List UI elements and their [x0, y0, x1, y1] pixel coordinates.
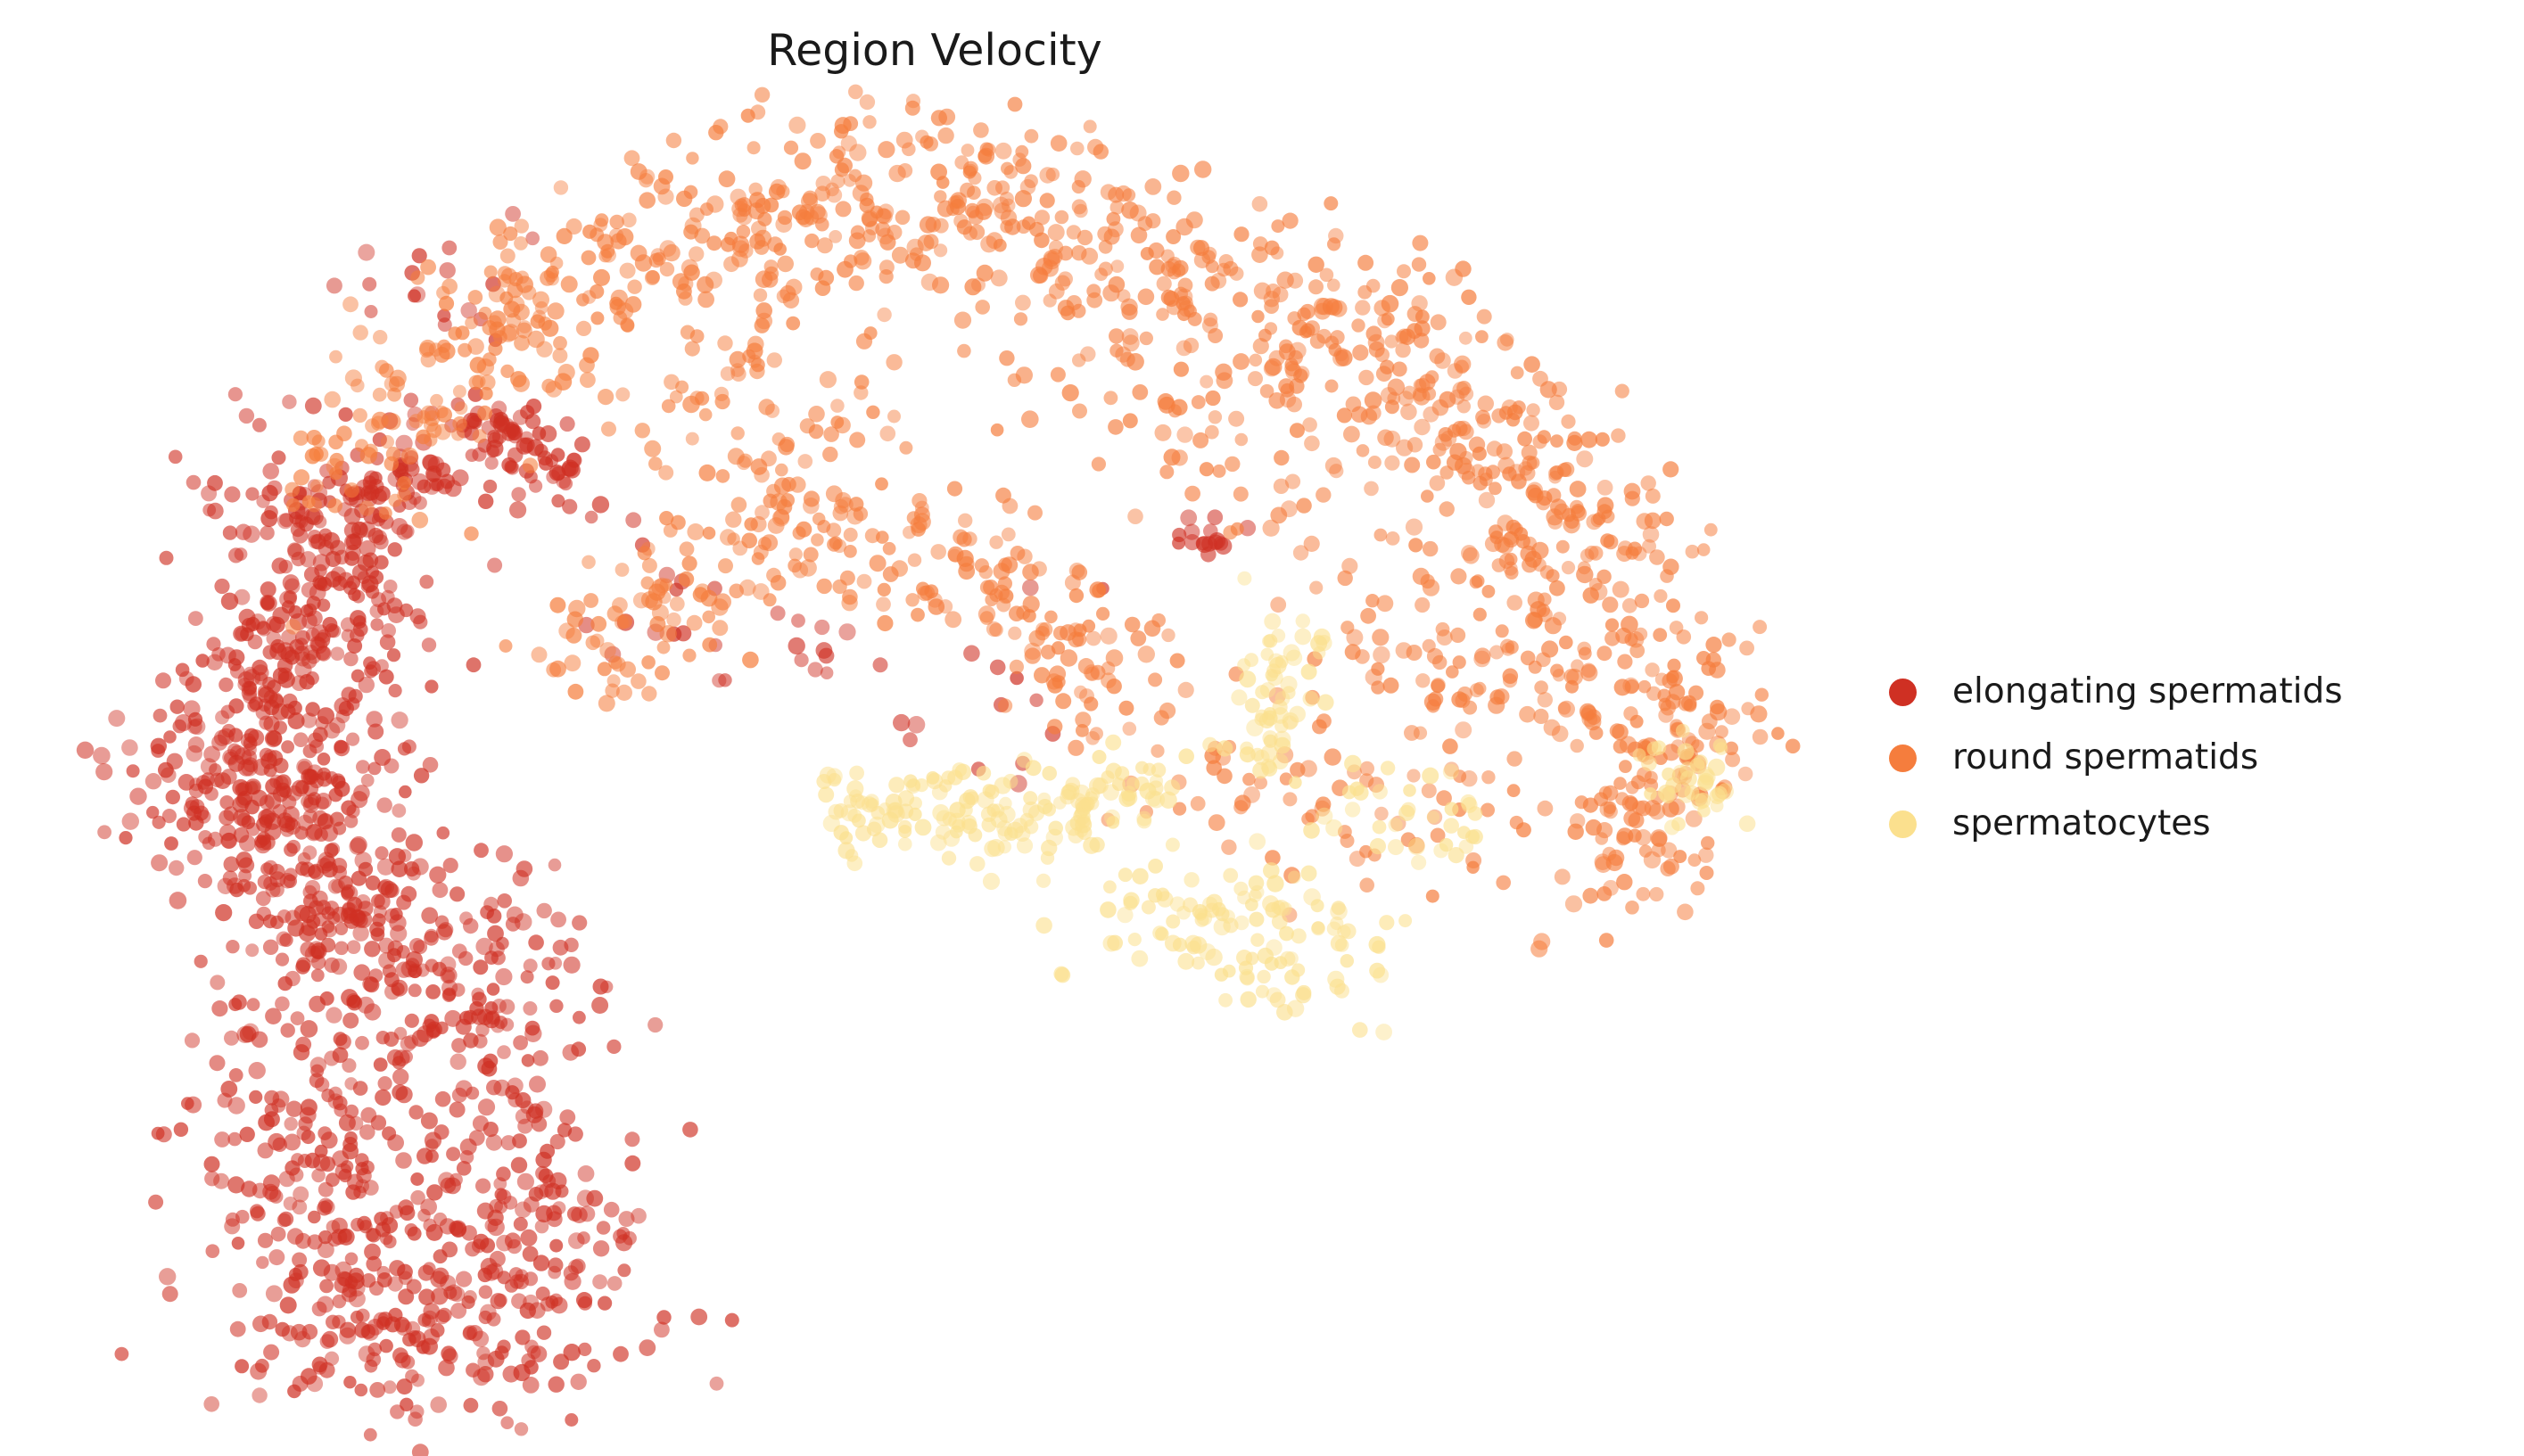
legend-swatch-icon [1889, 678, 1917, 706]
legend-label: elongating spermatids [1952, 671, 2343, 712]
legend-item: spermatocytes [1889, 802, 2343, 845]
legend-swatch-icon [1889, 810, 1917, 838]
legend-item: elongating spermatids [1889, 670, 2343, 713]
chart-title: Region Velocity [767, 25, 1102, 76]
legend: elongating spermatids round spermatids spe… [1889, 670, 2343, 845]
series-round-spermatids [285, 84, 1801, 958]
legend-item: round spermatids [1889, 736, 2343, 779]
legend-label: spermatocytes [1952, 803, 2211, 843]
legend-label: round spermatids [1952, 737, 2259, 777]
scatter-points-layer [76, 84, 1801, 1456]
series-elongating-spermatids [76, 206, 1257, 1456]
legend-swatch-icon [1889, 744, 1917, 772]
series-spermatocytes [816, 571, 1756, 1041]
